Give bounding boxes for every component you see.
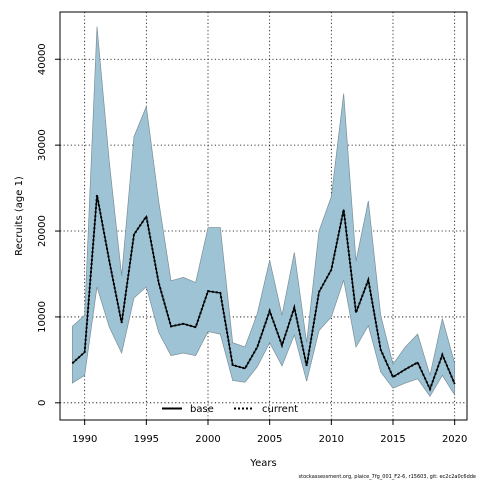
y-axis-ticks: 0 10000 20000 30000 40000 bbox=[37, 43, 60, 406]
footer-credit: stockassessment.org, plaice_7fg_001_F2-6… bbox=[299, 474, 476, 480]
y-tick-label-40000: 40000 bbox=[37, 43, 48, 75]
gridlines bbox=[60, 12, 467, 420]
x-tick-label-1990: 1990 bbox=[72, 434, 97, 445]
series-lines bbox=[71, 194, 456, 392]
x-axis-ticks: 1990 1995 2000 2005 2010 2015 2020 bbox=[72, 420, 467, 445]
y-tick-label-0: 0 bbox=[37, 400, 48, 406]
y-tick-label-30000: 30000 bbox=[37, 129, 48, 161]
x-tick-label-2000: 2000 bbox=[195, 434, 220, 445]
series-line-current bbox=[71, 194, 456, 392]
legend-current-label: current bbox=[262, 404, 298, 415]
y-tick-label-10000: 10000 bbox=[37, 301, 48, 333]
legend: base current bbox=[162, 404, 298, 415]
legend-base-label: base bbox=[190, 404, 214, 415]
y-tick-label-20000: 20000 bbox=[37, 215, 48, 247]
x-tick-label-2015: 2015 bbox=[380, 434, 405, 445]
confidence-band bbox=[71, 26, 456, 398]
plot-frame bbox=[59, 11, 468, 421]
y-axis-title: Recruits (age 1) bbox=[14, 176, 25, 256]
x-axis-title: Years bbox=[249, 458, 276, 469]
confidence-band-layer bbox=[71, 26, 456, 398]
x-tick-label-2005: 2005 bbox=[257, 434, 282, 445]
x-tick-label-2010: 2010 bbox=[319, 434, 344, 445]
x-tick-label-2020: 2020 bbox=[442, 434, 467, 445]
x-tick-label-1995: 1995 bbox=[134, 434, 159, 445]
